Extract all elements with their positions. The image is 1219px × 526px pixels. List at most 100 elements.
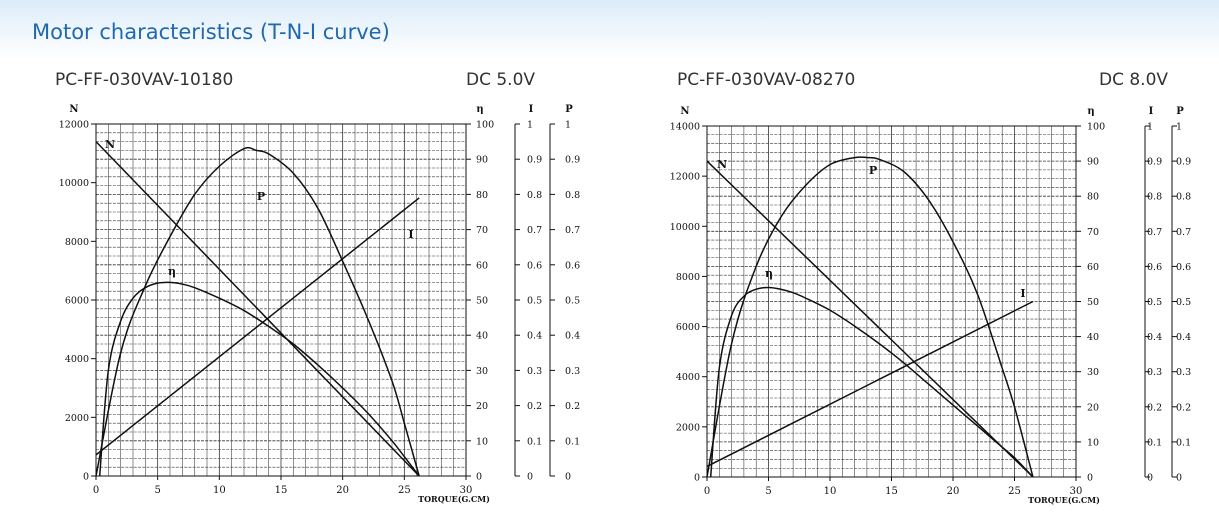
x-tick-label: 10 [213, 485, 226, 496]
series-p-curve [95, 146, 420, 477]
right-tick-label: 0.4 [527, 331, 542, 342]
series-eta-label: η [765, 267, 773, 280]
series-i-curve [706, 300, 1034, 468]
y-tick-label: 8000 [65, 237, 89, 248]
right-tick-label: 0.8 [1176, 192, 1191, 203]
right-tick-label: 0 [1087, 473, 1093, 484]
series-eta-curve [709, 286, 1034, 478]
series-p-curve [706, 156, 1034, 478]
y-tick-label: 2000 [676, 422, 700, 433]
right-tick-label: 100 [1087, 122, 1105, 133]
right-tick-label: 0 [565, 472, 571, 483]
x-tick-label: 15 [275, 485, 288, 496]
axis-name-p: P [565, 104, 573, 115]
right-tick-label: 1 [565, 120, 571, 131]
right-tick-label: 0 [1147, 473, 1153, 484]
right-tick-label: 80 [476, 190, 488, 201]
right-tick-label: 0.2 [1147, 402, 1162, 413]
x-tick-label: 25 [398, 485, 411, 496]
x-tick-label: 5 [154, 485, 160, 496]
axis-name-eta: η [1087, 106, 1094, 117]
y-tick-label: 10000 [59, 178, 89, 189]
y-tick-label: 0 [83, 472, 89, 483]
right-tick-label: 0.7 [1176, 227, 1191, 238]
right-tick-label: 20 [476, 401, 488, 412]
axis-name-i: I [1149, 106, 1154, 117]
right-tick-label: 10 [1087, 437, 1099, 448]
page-title: Motor characteristics (T-N-I curve) [32, 20, 390, 44]
right-tick-label: 0 [476, 472, 482, 483]
series-i-label: I [408, 228, 413, 241]
y-tick-label: 12000 [670, 172, 700, 183]
right-tick-label: 40 [1087, 332, 1099, 343]
right-tick-label: 20 [1087, 402, 1099, 413]
x-axis-label: TORQUE(G.CM) [1028, 495, 1100, 505]
right-tick-label: 30 [1087, 367, 1099, 378]
x-tick-label: 20 [336, 485, 349, 496]
chart-panel-right: PC-FF-030VAV-08270 DC 8.0V 0 2000 4000 6000… [610, 66, 1219, 526]
right-tick-label: 0.6 [565, 260, 580, 271]
right-tick-label: 90 [476, 155, 488, 166]
right-tick-label: 0.1 [1147, 437, 1162, 448]
model-label: PC-FF-030VAV-10180 [55, 70, 234, 90]
right-tick-label: 30 [476, 366, 488, 377]
right-tick-label: 0.7 [1147, 227, 1162, 238]
right-tick-label: 0.7 [527, 225, 542, 236]
right-tick-label: 80 [1087, 192, 1099, 203]
y-tick-label: 14000 [670, 122, 700, 133]
series-n-curve [95, 141, 420, 477]
right-tick-label: 0.3 [565, 366, 580, 377]
right-tick-label: 0.1 [565, 436, 580, 447]
right-tick-label: 1 [1176, 122, 1182, 133]
right-tick-label: 0.9 [1147, 157, 1162, 168]
model-label: PC-FF-030VAV-08270 [677, 70, 856, 90]
y-tick-label: 2000 [65, 413, 89, 424]
right-tick-label: 40 [476, 331, 488, 342]
right-tick-label: 0.9 [1176, 157, 1191, 168]
x-tick-label: 25 [1008, 486, 1021, 497]
series-n-label: N [105, 138, 115, 151]
right-tick-label: 0.6 [1176, 262, 1191, 273]
x-tick-label: 10 [824, 486, 837, 497]
x-tick-label: 20 [947, 486, 960, 497]
axis-name-n: N [69, 104, 78, 115]
right-tick-label: 0.4 [565, 331, 580, 342]
y-tick-label: 10000 [670, 222, 700, 233]
right-tick-label: 0.9 [565, 155, 580, 166]
x-tick-label: 5 [765, 486, 771, 497]
right-tick-label: 0.8 [565, 190, 580, 201]
right-tick-label: 0.2 [565, 401, 580, 412]
right-tick-label: 0.8 [527, 190, 542, 201]
voltage-label: DC 5.0V [466, 70, 536, 90]
right-tick-label: 0 [1176, 473, 1182, 484]
right-tick-label: 0.6 [527, 260, 542, 271]
right-tick-label: 0.3 [1147, 367, 1162, 378]
series-eta-curve [98, 281, 420, 477]
right-tick-label: 0.1 [1176, 437, 1191, 448]
right-tick-label: 0.3 [1176, 367, 1191, 378]
x-axis-label: TORQUE(G.CM) [418, 494, 490, 504]
axis-name-eta: η [476, 104, 483, 115]
voltage-label: DC 8.0V [1099, 70, 1169, 90]
series-p-label: P [257, 190, 265, 203]
right-tick-label: 0.6 [1147, 262, 1162, 273]
right-tick-label: 1 [1147, 122, 1153, 133]
chart-panel-left: PC-FF-030VAV-10180 DC 5.0V 0 2000 4000 6000… [0, 66, 610, 526]
right-tick-label: 0.4 [1147, 332, 1162, 343]
right-tick-label: 60 [1087, 262, 1099, 273]
right-tick-label: 0.2 [527, 401, 542, 412]
series-p-label: P [869, 164, 877, 177]
right-tick-label: 50 [476, 296, 488, 307]
right-tick-label: 0.1 [527, 436, 542, 447]
right-tick-label: 50 [1087, 297, 1099, 308]
page-header: Motor characteristics (T-N-I curve) [0, 0, 1219, 66]
right-tick-label: 0.7 [565, 225, 580, 236]
x-tick-label: 0 [704, 486, 710, 497]
series-i-curve [95, 197, 420, 456]
y-tick-label: 0 [694, 473, 700, 484]
right-tick-label: 0.5 [1176, 297, 1191, 308]
right-tick-label: 0 [527, 472, 533, 483]
right-tick-label: 0.8 [1147, 192, 1162, 203]
